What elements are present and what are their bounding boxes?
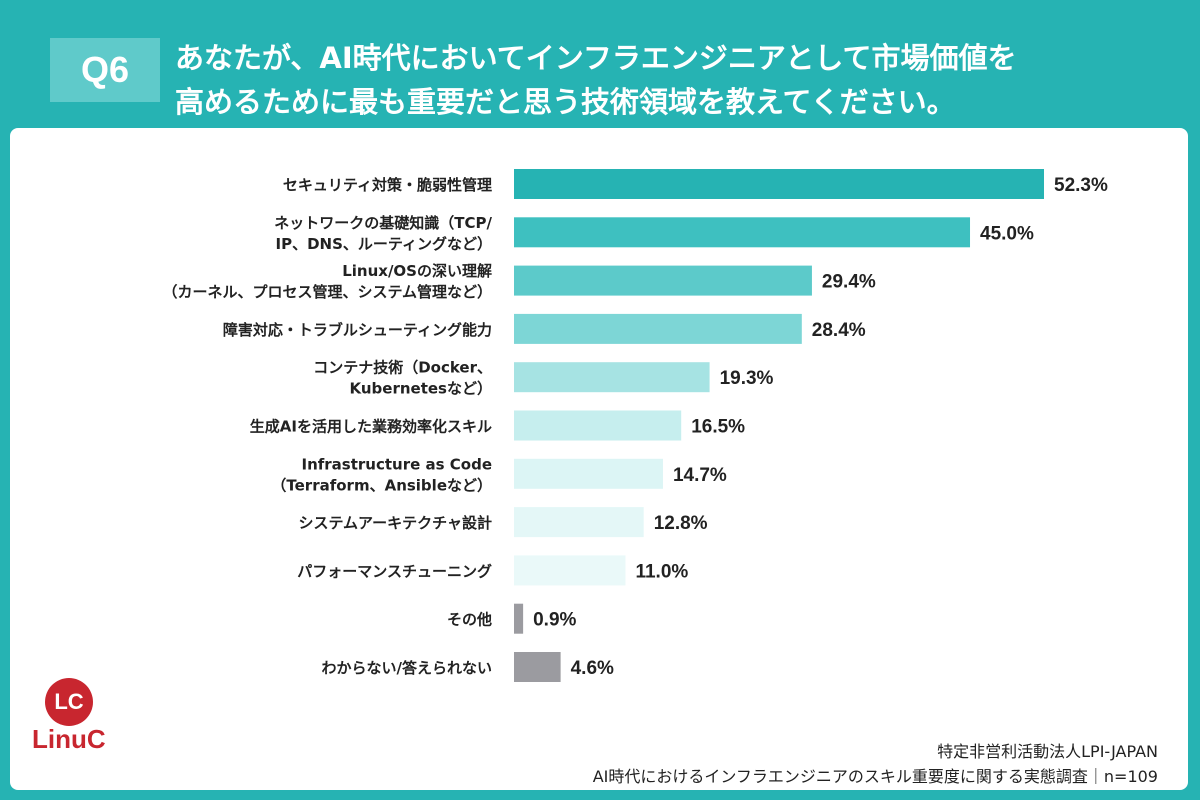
category-label-2-line-1: ネットワークの基礎知識（TCP/ bbox=[274, 214, 492, 232]
bar-3 bbox=[514, 265, 812, 296]
logo-name: LinuC bbox=[32, 724, 106, 754]
value-label-7: 14.7% bbox=[673, 465, 727, 486]
bar-11 bbox=[514, 652, 561, 682]
value-label-5: 19.3% bbox=[720, 368, 774, 389]
bar-6 bbox=[514, 410, 682, 441]
bar-5 bbox=[514, 362, 710, 393]
category-label-4: 障害対応・トラブルシューティング能力 bbox=[223, 321, 492, 339]
bar-1 bbox=[514, 169, 1044, 199]
bar-2 bbox=[514, 217, 971, 248]
category-label-5-line-1: コンテナ技術（Docker、 bbox=[313, 359, 492, 377]
bar-7 bbox=[514, 458, 663, 489]
question-header: Q6 あなたが、AI時代においてインフラエンジニアとして市場価値を 高めるために… bbox=[0, 0, 1200, 128]
value-label-9: 11.0% bbox=[635, 561, 688, 582]
category-label-7-line-2: （Terraform、Ansibleなど） bbox=[271, 476, 492, 494]
logo-mark: LC bbox=[45, 678, 93, 726]
category-label-3-line-1: Linux/OSの深い理解 bbox=[342, 262, 492, 280]
bar-8 bbox=[514, 507, 644, 538]
question-title-line-2: 高めるために最も重要だと思う技術領域を教えてください。 bbox=[175, 85, 956, 119]
value-label-11: 4.6% bbox=[571, 658, 614, 679]
category-label-8: システムアーキテクチャ設計 bbox=[298, 514, 492, 532]
category-label-11: わからない/答えられない bbox=[322, 659, 492, 677]
category-label-3-line-2: （カーネル、プロセス管理、システム管理など） bbox=[162, 283, 492, 301]
source-survey: AI時代におけるインフラエンジニアのスキル重要度に関する実態調査｜n=109 bbox=[592, 767, 1158, 786]
value-label-2: 45.0% bbox=[980, 223, 1034, 244]
category-label-6: 生成AIを活用した業務効率化スキル bbox=[250, 418, 492, 436]
question-title-line-1: あなたが、AI時代においてインフラエンジニアとして市場価値を bbox=[175, 41, 1017, 75]
value-label-8: 12.8% bbox=[654, 513, 708, 534]
value-label-10: 0.9% bbox=[533, 610, 576, 631]
linuc-logo: LC LinuC bbox=[32, 678, 122, 758]
category-label-7-line-1: Infrastructure as Code bbox=[301, 455, 492, 473]
category-label-1: セキュリティ対策・脆弱性管理 bbox=[283, 176, 492, 194]
source-organization: 特定非営利活動法人LPI-JAPAN bbox=[937, 742, 1158, 761]
value-label-4: 28.4% bbox=[812, 320, 866, 341]
value-label-1: 52.3% bbox=[1054, 175, 1108, 196]
category-label-5-line-2: Kubernetesなど） bbox=[350, 380, 492, 398]
value-label-6: 16.5% bbox=[691, 417, 745, 438]
category-label-9: パフォーマンスチューニング bbox=[297, 562, 492, 580]
bar-10 bbox=[514, 603, 524, 634]
question-number-badge: Q6 bbox=[50, 38, 160, 102]
question-title: あなたが、AI時代においてインフラエンジニアとして市場価値を 高めるために最も重… bbox=[175, 36, 1016, 124]
category-label-10: その他 bbox=[447, 611, 492, 629]
bar-4 bbox=[514, 313, 802, 344]
category-label-2-line-2: IP、DNS、ルーティングなど） bbox=[276, 235, 492, 253]
value-label-3: 29.4% bbox=[822, 272, 876, 293]
bar-9 bbox=[514, 555, 626, 586]
